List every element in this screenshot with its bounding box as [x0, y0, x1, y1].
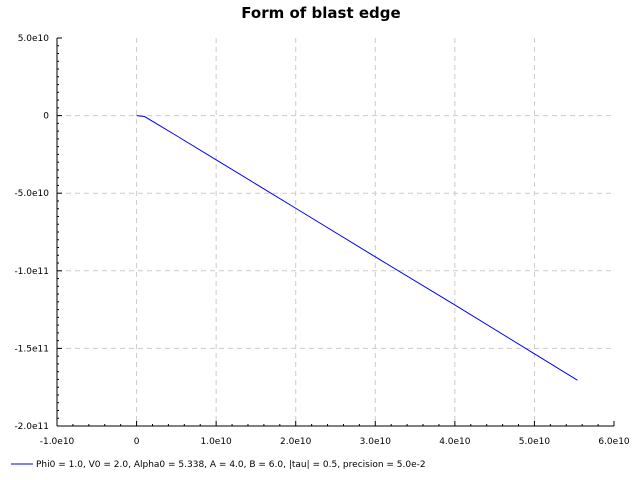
y-tick-label: -1.5e11 — [14, 344, 49, 354]
x-tick-label: 2.0e10 — [280, 437, 312, 447]
x-tick-label: 3.0e10 — [360, 437, 392, 447]
x-tick-label: -1.0e10 — [40, 437, 75, 447]
grid — [57, 38, 614, 426]
series-line — [136, 115, 578, 381]
y-axis: 5.0e10 0 -5.0e10 -1.0e11 -1.5e11 -2.0e11 — [14, 34, 62, 432]
x-axis: -1.0e10 0 1.0e10 2.0e10 3.0e10 4.0e10 5.0e10 6.… — [40, 421, 630, 447]
x-tick-label: 4.0e10 — [439, 437, 471, 447]
x-tick-label: 0 — [134, 437, 140, 447]
y-tick-label: 0 — [43, 112, 49, 122]
series-layer — [136, 115, 578, 381]
x-tick-label: 6.0e10 — [598, 437, 630, 447]
y-tick-label: -1.0e11 — [14, 267, 49, 277]
x-tick-label: 5.0e10 — [519, 437, 551, 447]
y-tick-label: -5.0e10 — [14, 189, 49, 199]
legend: Phi0 = 1.0, V0 = 2.0, Alpha0 = 5.338, A … — [11, 460, 426, 470]
y-tick-label: 5.0e10 — [18, 34, 50, 44]
x-tick-label: 1.0e10 — [200, 437, 232, 447]
chart-title: Form of blast edge — [241, 4, 400, 22]
legend-label: Phi0 = 1.0, V0 = 2.0, Alpha0 = 5.338, A … — [36, 460, 426, 470]
y-tick-label: -2.0e11 — [14, 422, 49, 432]
